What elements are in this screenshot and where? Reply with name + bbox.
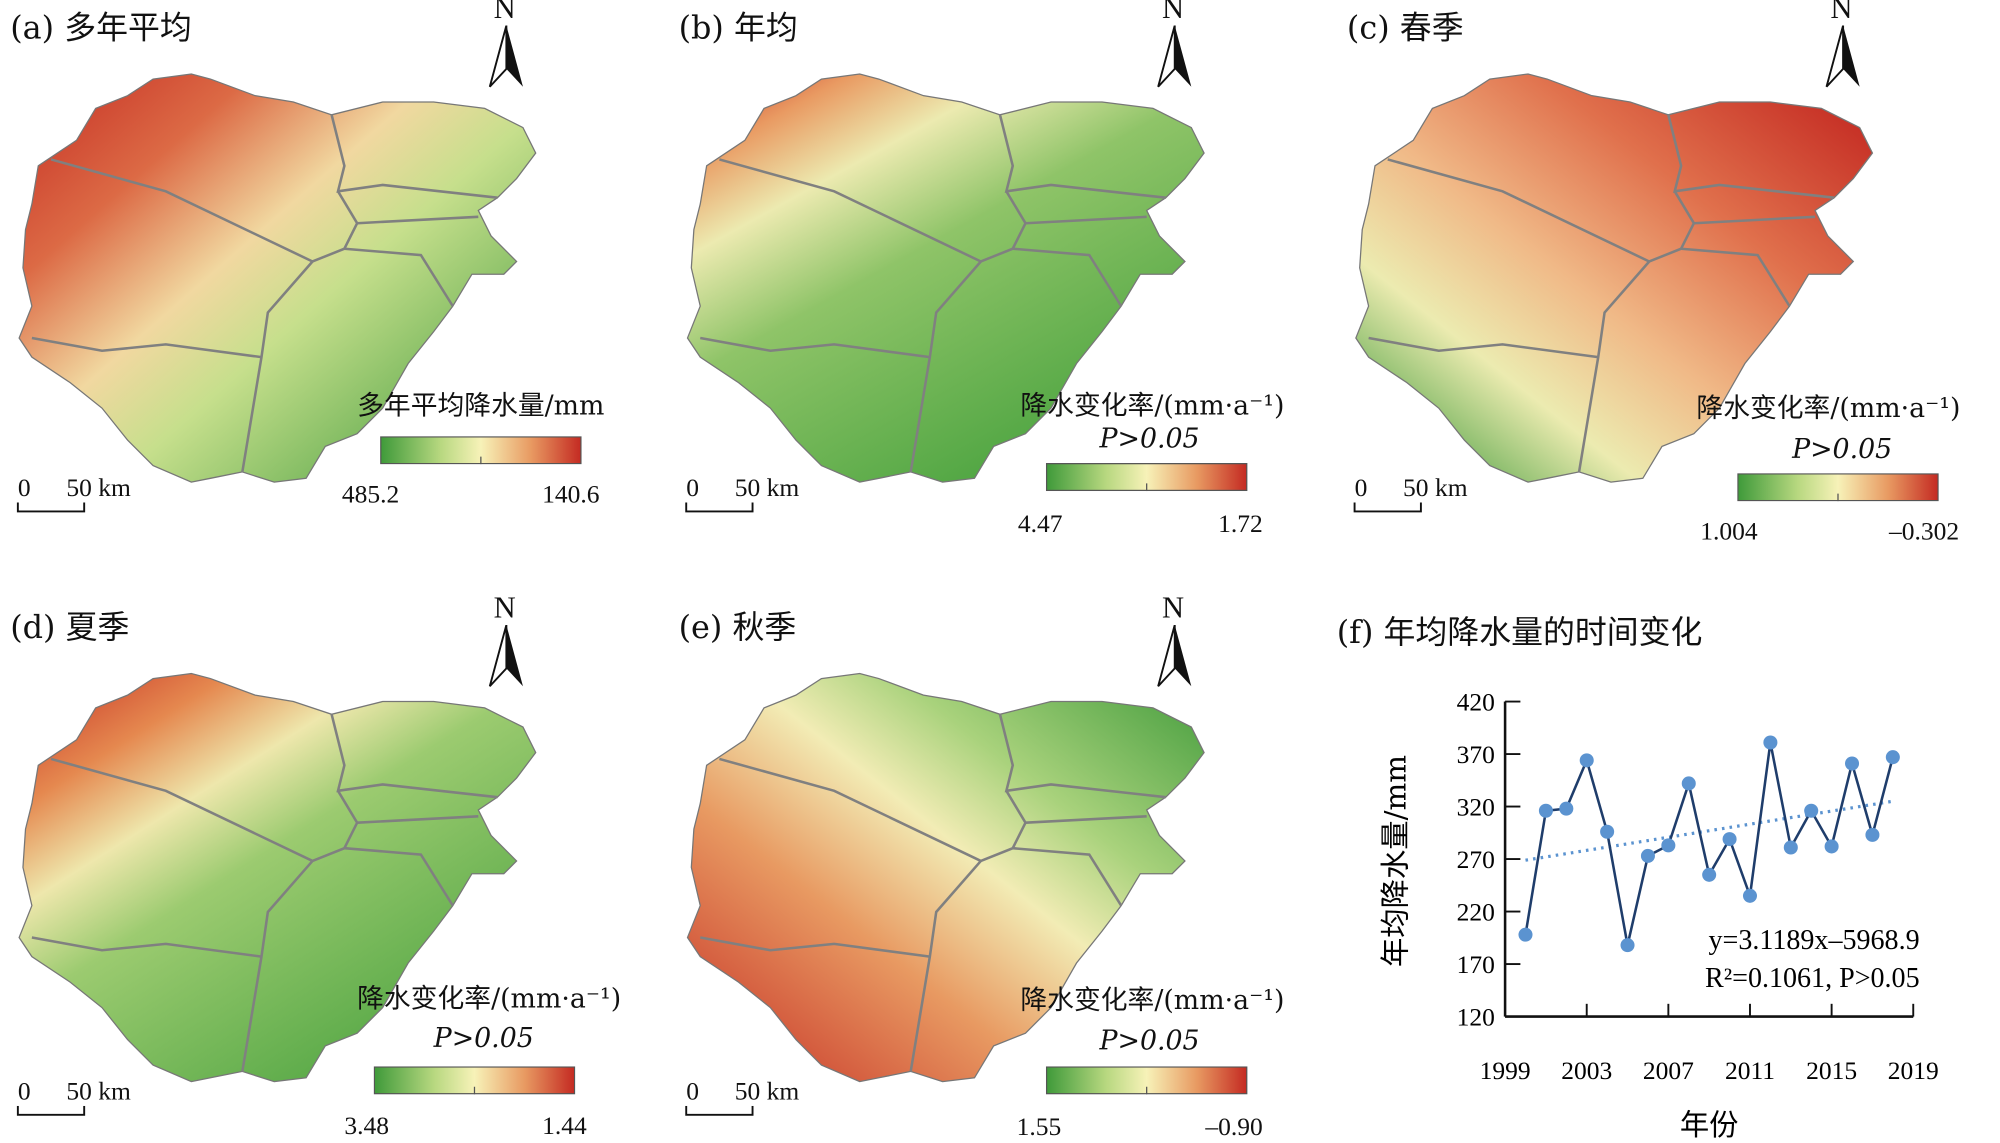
- north-arrow-icon: N: [1156, 592, 1194, 693]
- y-axis-label: 年均降水量/mm: [1379, 755, 1413, 967]
- north-label: N: [1161, 591, 1185, 625]
- colorbar-min-label: 485.2: [341, 480, 400, 509]
- data-point: [1559, 801, 1574, 816]
- data-point: [1824, 839, 1839, 854]
- color-bar: [380, 436, 582, 465]
- colorbar-min-label: 4.47: [1017, 510, 1063, 539]
- data-point: [1579, 753, 1594, 768]
- data-point: [1620, 938, 1635, 953]
- legend-title: 降水变化率/(mm·a⁻¹): [1020, 390, 1285, 421]
- chart-title: (f) 年均降水量的时间变化: [1336, 613, 1703, 651]
- scale-zero-label: 0: [1354, 474, 1368, 503]
- regression-stats: R²=0.1061, P>0.05: [1705, 963, 1920, 994]
- north-label: N: [1161, 0, 1185, 26]
- trend-line: [1525, 799, 1894, 862]
- y-tick-label: 320: [1457, 792, 1495, 821]
- y-tick-label: 120: [1457, 1003, 1495, 1032]
- scale-zero-label: 0: [17, 474, 31, 503]
- x-tick-label: 1999: [1480, 1056, 1531, 1085]
- y-tick-label: 170: [1457, 950, 1495, 979]
- significance-label: P>0.05: [1099, 1025, 1200, 1057]
- scale-zero-label: 0: [686, 474, 699, 503]
- y-tick-label: 420: [1457, 687, 1495, 716]
- y-tick-label: 270: [1457, 845, 1495, 874]
- precipitation-map: [18, 73, 537, 483]
- colorbar-max-label: –0.302: [1889, 517, 1960, 546]
- significance-label: P>0.05: [433, 1022, 534, 1054]
- north-label: N: [493, 0, 516, 26]
- colorbar-max-label: –0.90: [1205, 1113, 1263, 1142]
- scale-distance-label: 50 km: [66, 1077, 131, 1106]
- line-chart: 420 370 320 270 220 170 120 1999 2003 2007 2011 201…: [1379, 687, 1939, 1141]
- data-point: [1742, 888, 1758, 903]
- scale-bar: 0 50 km: [684, 474, 812, 513]
- x-tick-label: 2011: [1725, 1056, 1775, 1085]
- color-bar: [373, 1066, 576, 1095]
- scale-bar: 0 50 km: [684, 1078, 812, 1116]
- data-point: [1783, 840, 1798, 855]
- panel-title: (b) 年均: [678, 8, 798, 46]
- colorbar-min-label: 1.004: [1700, 517, 1758, 546]
- y-tick-label: 370: [1457, 740, 1495, 769]
- colorbar-min-label: 1.55: [1016, 1113, 1062, 1142]
- precipitation-map: [1355, 73, 1874, 483]
- color-bar: [1737, 473, 1939, 502]
- colorbar-max-label: 1.72: [1218, 510, 1263, 539]
- north-arrow-icon: N: [487, 0, 525, 93]
- panel-title: (d) 夏季: [10, 608, 130, 646]
- scale-distance-label: 50 km: [66, 474, 131, 503]
- regression-equation: y=3.1189x–5968.9: [1709, 925, 1920, 956]
- data-point: [1518, 927, 1533, 942]
- data-point: [1804, 803, 1819, 818]
- scale-bar: 0 50 km: [15, 474, 143, 513]
- scale-zero-label: 0: [686, 1077, 699, 1106]
- color-bar: [1045, 1066, 1248, 1095]
- colorbar-max-label: 1.44: [542, 1112, 587, 1141]
- data-point: [1845, 756, 1860, 771]
- significance-label: P>0.05: [1792, 433, 1893, 465]
- x-tick-label: 2007: [1643, 1056, 1694, 1085]
- data-point: [1640, 848, 1655, 863]
- panel-title: (e) 秋季: [678, 608, 797, 646]
- significance-label: P>0.05: [1099, 423, 1200, 455]
- scale-bar: 0 50 km: [1352, 474, 1480, 513]
- scale-distance-label: 50 km: [734, 474, 800, 503]
- north-label: N: [1830, 0, 1853, 26]
- legend-title: 降水变化率/(mm·a⁻¹): [1696, 392, 1961, 424]
- legend-title: 降水变化率/(mm·a⁻¹): [357, 983, 622, 1015]
- legend-title: 多年平均降水量/mm: [357, 390, 605, 421]
- data-point: [1538, 803, 1553, 818]
- legend-title: 降水变化率/(mm·a⁻¹): [1020, 984, 1285, 1016]
- x-tick-label: 2003: [1561, 1056, 1612, 1085]
- color-bar: [1045, 463, 1248, 492]
- data-point: [1681, 776, 1696, 791]
- x-tick-label: 2015: [1806, 1056, 1857, 1085]
- north-arrow-icon: N: [487, 592, 525, 693]
- x-axis-label: 年份: [1680, 1108, 1739, 1141]
- data-point: [1702, 867, 1717, 882]
- y-tick-label: 220: [1457, 897, 1495, 926]
- data-point: [1865, 827, 1880, 842]
- panel-title: (a) 多年平均: [10, 8, 192, 46]
- data-point: [1661, 838, 1676, 853]
- scale-distance-label: 50 km: [734, 1077, 800, 1106]
- x-tick-label: 2019: [1888, 1056, 1939, 1085]
- data-point: [1600, 824, 1615, 839]
- north-arrow-icon: N: [1824, 0, 1862, 93]
- panel-title: (c) 春季: [1346, 8, 1464, 46]
- scale-bar: 0 50 km: [15, 1078, 143, 1116]
- north-arrow-icon: N: [1156, 0, 1194, 93]
- scale-zero-label: 0: [17, 1077, 31, 1106]
- data-point: [1722, 832, 1737, 847]
- scale-distance-label: 50 km: [1403, 474, 1468, 503]
- data-point: [1763, 735, 1778, 750]
- north-label: N: [493, 591, 516, 625]
- colorbar-min-label: 3.48: [344, 1112, 390, 1141]
- data-point: [1885, 750, 1900, 765]
- colorbar-max-label: 140.6: [542, 480, 600, 509]
